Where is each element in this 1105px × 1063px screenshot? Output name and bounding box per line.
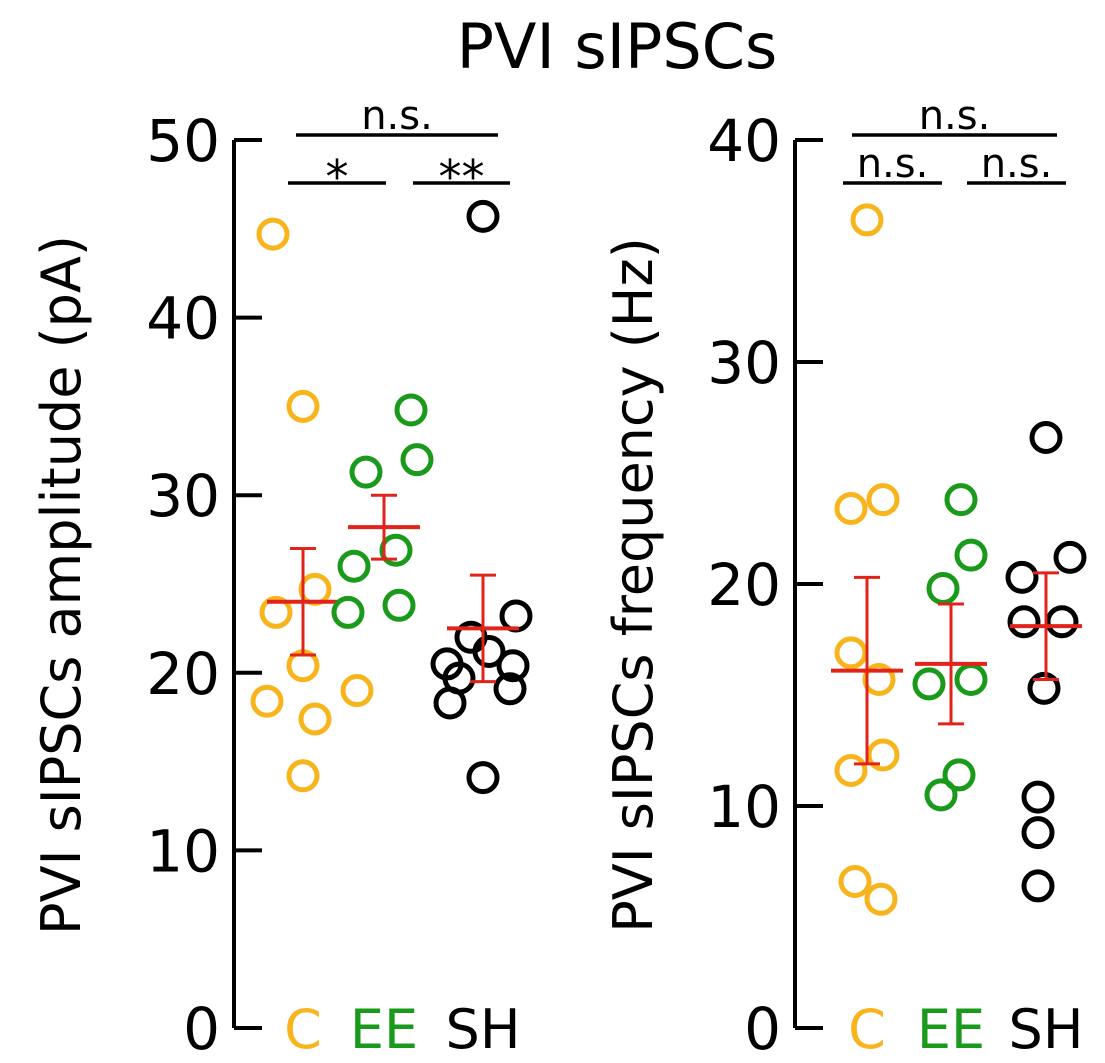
data-point — [298, 702, 332, 736]
category-label: C — [848, 998, 886, 1061]
data-point — [866, 483, 900, 517]
data-point — [472, 634, 506, 668]
y-tick-label: 0 — [744, 995, 781, 1063]
y-tick-label: 20 — [707, 551, 781, 619]
data-point — [466, 199, 500, 233]
data-point — [259, 595, 293, 629]
y-tick-label: 20 — [146, 640, 220, 708]
data-point — [926, 571, 960, 605]
data-point — [850, 203, 884, 237]
y-tick-label: 30 — [146, 462, 220, 530]
data-point — [496, 649, 530, 683]
category-label: EE — [350, 998, 418, 1061]
significance-label: n.s. — [857, 141, 929, 187]
data-point — [337, 549, 371, 583]
data-point — [1021, 869, 1055, 903]
data-point — [1029, 420, 1063, 454]
data-point — [349, 455, 383, 489]
amplitude-panel: 0 10 20 30 40 50 PVI sIPSCs amplitude (pA) C EE S… — [30, 93, 533, 1063]
data-point — [286, 389, 320, 423]
y-tick-label: 50 — [146, 107, 220, 175]
significance-label: ** — [439, 150, 485, 204]
significance-label: n.s. — [981, 141, 1053, 187]
data-point — [1027, 671, 1061, 705]
data-point — [256, 217, 290, 251]
data-point — [1005, 560, 1039, 594]
data-point — [1021, 816, 1055, 850]
data-point — [493, 672, 527, 706]
y-tick-label: 40 — [707, 107, 781, 175]
category-label: EE — [917, 998, 985, 1061]
data-point — [331, 595, 365, 629]
data-point — [862, 662, 896, 696]
figure-title: PVI sIPSCs — [457, 10, 778, 83]
data-point — [944, 483, 978, 517]
y-tick-label: 10 — [707, 773, 781, 841]
data-point — [834, 636, 868, 670]
category-label: SH — [446, 998, 521, 1061]
y-tick-label: 0 — [183, 995, 220, 1063]
data-point — [912, 667, 946, 701]
data-point — [866, 738, 900, 772]
category-label: SH — [1009, 998, 1084, 1061]
data-point — [382, 588, 416, 622]
data-point — [286, 759, 320, 793]
data-point — [394, 393, 428, 427]
y-axis-title: PVI sIPSCs frequency (Hz) — [602, 237, 665, 933]
frequency-panel: 0 10 20 30 40 PVI sIPSCs frequency (Hz) C EE SH n… — [602, 93, 1087, 1063]
data-point — [954, 538, 988, 572]
data-point — [834, 753, 868, 787]
data-point — [1007, 605, 1041, 639]
data-point — [942, 758, 976, 792]
data-point — [298, 572, 332, 606]
data-point — [433, 686, 467, 720]
data-point — [924, 778, 958, 812]
significance-label: * — [326, 150, 349, 204]
data-point — [1021, 780, 1055, 814]
significance-label: n.s. — [919, 93, 991, 139]
data-point — [864, 882, 898, 916]
data-point — [834, 492, 868, 526]
y-tick-label: 40 — [146, 285, 220, 353]
data-point — [379, 533, 413, 567]
data-point — [954, 662, 988, 696]
data-point — [838, 864, 872, 898]
data-point — [466, 761, 500, 795]
data-point — [1045, 605, 1079, 639]
data-point — [1053, 540, 1087, 574]
data-point — [250, 684, 284, 718]
category-label: C — [284, 998, 322, 1061]
significance-label: n.s. — [361, 93, 433, 139]
y-tick-label: 30 — [707, 329, 781, 397]
y-tick-label: 10 — [146, 817, 220, 885]
y-axis-title: PVI sIPSCs amplitude (pA) — [30, 235, 93, 935]
data-point — [499, 599, 533, 633]
data-point — [400, 443, 434, 477]
data-point — [340, 674, 374, 708]
